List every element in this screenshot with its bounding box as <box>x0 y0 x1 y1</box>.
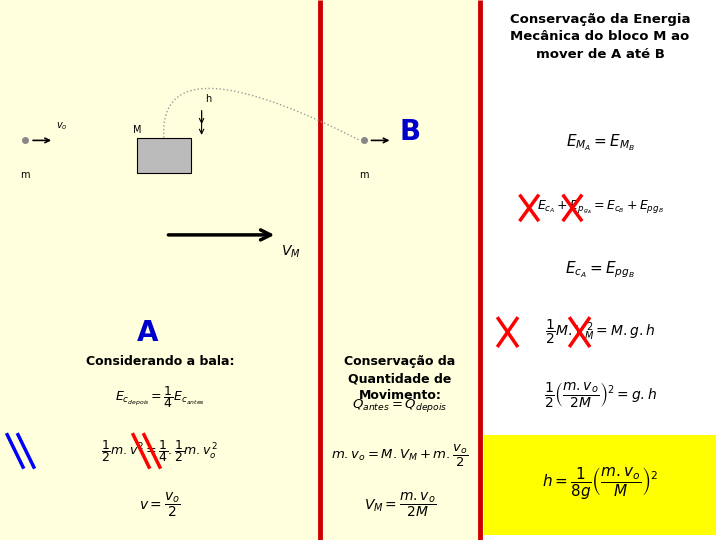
Bar <box>480 0 720 540</box>
Text: $V_M = \dfrac{m.v_o}{2M}$: $V_M = \dfrac{m.v_o}{2M}$ <box>364 490 436 519</box>
Text: $v = \dfrac{v_o}{2}$: $v = \dfrac{v_o}{2}$ <box>139 490 181 519</box>
Bar <box>0 0 480 540</box>
Text: $\dfrac{1}{2}m.v^2 = \dfrac{1}{4}.\dfrac{1}{2}m.v_o^{\,2}$: $\dfrac{1}{2}m.v^2 = \dfrac{1}{4}.\dfrac… <box>102 438 218 464</box>
Text: Conservação da Energia
Mecânica do bloco M ao
mover de A até B: Conservação da Energia Mecânica do bloco… <box>510 14 690 60</box>
Text: $E_{c_{depois}} = \dfrac{1}{4}E_{c_{antes}}$: $E_{c_{depois}} = \dfrac{1}{4}E_{c_{ante… <box>115 384 204 410</box>
Text: Conservação da
Quantidade de
Movimento:: Conservação da Quantidade de Movimento: <box>344 355 456 402</box>
Text: Considerando a bala:: Considerando a bala: <box>86 355 234 368</box>
Text: $\dfrac{1}{2}\left(\dfrac{m.v_o}{2M}\right)^2 = g.h$: $\dfrac{1}{2}\left(\dfrac{m.v_o}{2M}\rig… <box>544 380 657 409</box>
Text: A: A <box>137 319 158 347</box>
Text: $h = \dfrac{1}{8g}\left(\dfrac{m.v_o}{M}\right)^2$: $h = \dfrac{1}{8g}\left(\dfrac{m.v_o}{M}… <box>542 465 658 501</box>
Text: $Q_{antes} = Q_{depois}$: $Q_{antes} = Q_{depois}$ <box>352 396 448 414</box>
Text: $v_o$: $v_o$ <box>56 120 68 132</box>
Text: $m.v_o = M.V_M + m.\dfrac{v_o}{2}$: $m.v_o = M.V_M + m.\dfrac{v_o}{2}$ <box>331 443 469 469</box>
Text: m: m <box>359 170 369 180</box>
Text: $\dfrac{1}{2}M.V_M^{\,2} = M.g.h$: $\dfrac{1}{2}M.V_M^{\,2} = M.g.h$ <box>545 318 655 346</box>
Text: $E_{c_A} + E_{p_{g_A}} = E_{c_B} + E_{pg_B}$: $E_{c_A} + E_{p_{g_A}} = E_{c_B} + E_{pg… <box>536 199 664 217</box>
Bar <box>484 435 716 535</box>
Text: h: h <box>205 94 212 104</box>
Text: $E_{M_A} = E_{M_B}$: $E_{M_A} = E_{M_B}$ <box>566 133 634 153</box>
Text: M: M <box>133 125 142 135</box>
Text: m: m <box>20 170 30 180</box>
Text: B: B <box>400 118 420 146</box>
Text: $V_M$: $V_M$ <box>281 244 300 260</box>
Text: $E_{c_A} = E_{pg_B}$: $E_{c_A} = E_{pg_B}$ <box>565 260 635 280</box>
Bar <box>137 138 191 173</box>
